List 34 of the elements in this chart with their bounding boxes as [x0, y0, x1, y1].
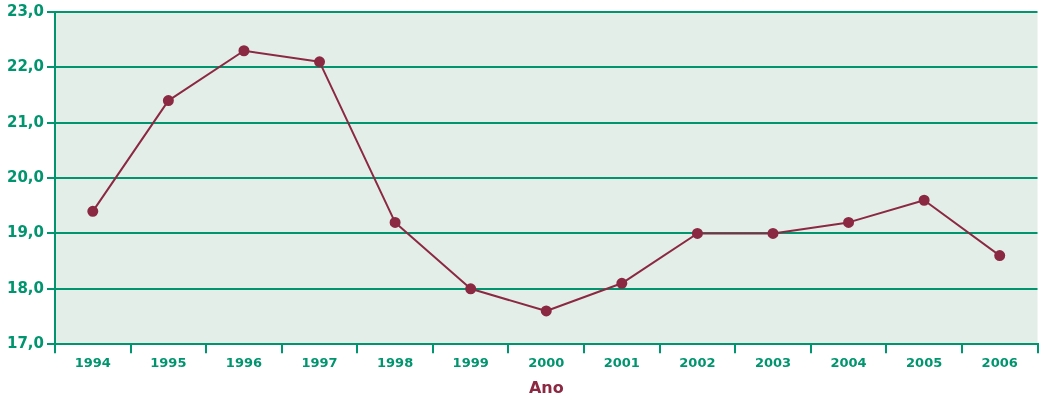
y-tick-label: 22,0 [6, 57, 45, 76]
y-tick-label: 21,0 [6, 112, 45, 131]
x-tick-label: 2000 [528, 355, 565, 371]
x-axis-title: Ano [528, 377, 564, 397]
point [238, 45, 250, 57]
x-tick-label: 1999 [452, 355, 489, 371]
y-tick-label: 23,0 [6, 1, 45, 20]
y-tick-label: 18,0 [6, 278, 45, 297]
x-tick-label: 2005 [906, 355, 943, 371]
x-tick-label: 1996 [225, 355, 263, 371]
point [389, 216, 401, 228]
point [162, 95, 174, 107]
y-tick-label: 17,0 [6, 334, 45, 353]
x-tick-label: 1994 [74, 355, 111, 371]
point [616, 277, 628, 289]
point [994, 250, 1006, 262]
x-tick-label: 1995 [150, 355, 187, 371]
point [465, 283, 477, 295]
y-tick-label: 20,0 [6, 167, 45, 186]
point [314, 56, 326, 68]
x-tick-label: 2002 [679, 355, 716, 371]
x-tick-label: 2006 [981, 355, 1018, 371]
x-tick-label: 1998 [377, 355, 414, 371]
point [87, 205, 99, 217]
point [691, 227, 703, 239]
point [540, 305, 552, 317]
x-tick-label: 1997 [301, 355, 338, 371]
point [843, 216, 855, 228]
y-tick-label: 19,0 [6, 223, 45, 242]
x-tick-label: 2001 [603, 355, 640, 371]
x-tick-label: 2003 [754, 355, 792, 371]
point [767, 227, 779, 239]
x-tick-label: 2004 [830, 355, 867, 371]
point [918, 194, 930, 206]
